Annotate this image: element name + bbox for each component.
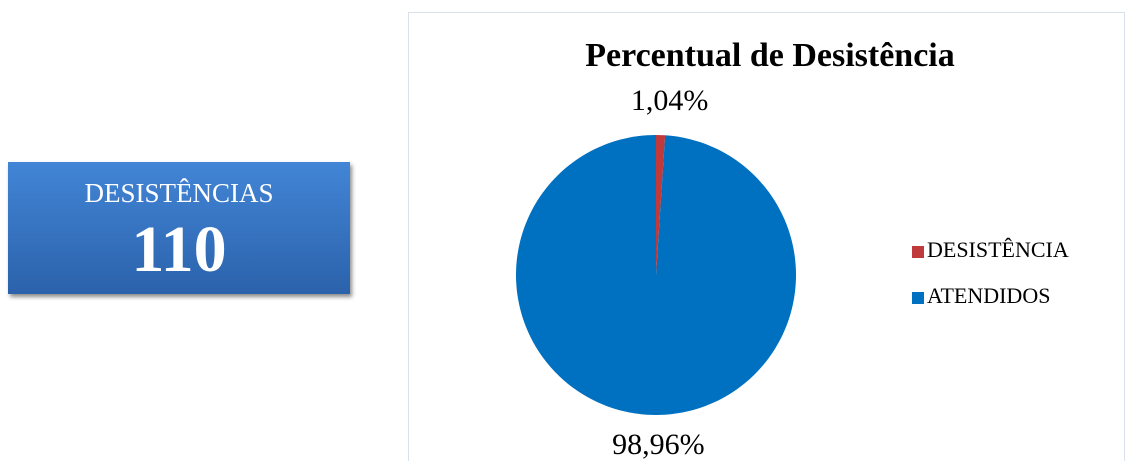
legend-label: ATENDIDOS bbox=[927, 283, 1050, 308]
summary-card: DESISTÊNCIAS 110 bbox=[8, 162, 350, 294]
card-label: DESISTÊNCIAS bbox=[84, 178, 274, 208]
pie-slice bbox=[515, 135, 796, 415]
legend-marker bbox=[912, 292, 924, 304]
data-label: 98,96% bbox=[612, 428, 705, 461]
chart-title: Percentual de Desistência bbox=[585, 37, 955, 74]
legend-marker bbox=[912, 246, 924, 258]
chart-frame bbox=[408, 12, 1125, 461]
pie-slice bbox=[656, 135, 666, 275]
card-value: 110 bbox=[131, 213, 227, 286]
legend-label: DESISTÊNCIA bbox=[927, 237, 1069, 262]
data-label: 1,04% bbox=[631, 84, 709, 117]
